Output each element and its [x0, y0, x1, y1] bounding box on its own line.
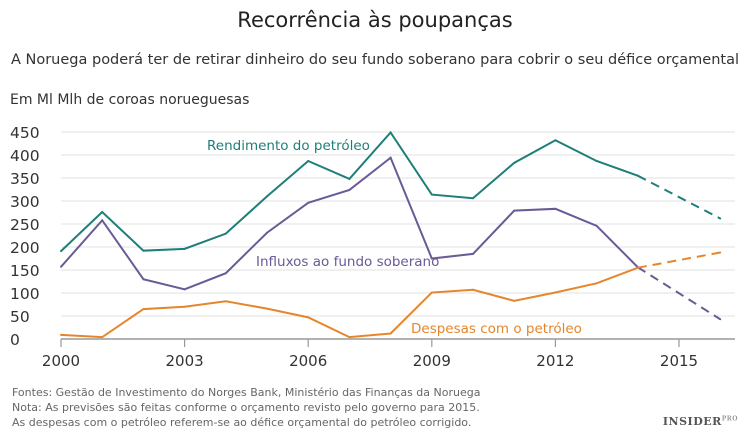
y-axis-label: Em Ml Mlh de coroas norueguesas: [10, 92, 250, 108]
x-tick-label: 2003: [166, 352, 204, 370]
data-point: [554, 291, 557, 294]
x-tick-label: 2000: [42, 352, 80, 370]
y-tick-label: 200: [10, 239, 40, 257]
x-tick-label: 2006: [289, 352, 327, 370]
data-point: [513, 161, 516, 164]
data-point: [101, 336, 104, 339]
x-tick-label: 2009: [413, 352, 451, 370]
data-point: [142, 249, 145, 252]
y-tick-label: 250: [10, 216, 40, 234]
data-point: [224, 272, 227, 275]
insider-pro-logo: INSIDERPRO: [662, 415, 738, 428]
data-point: [430, 291, 433, 294]
data-point: [266, 195, 268, 198]
data-point: [307, 159, 310, 162]
data-point: [719, 318, 722, 321]
series-label: Despesas com o petróleo: [411, 321, 582, 337]
y-tick-label: 350: [10, 170, 40, 188]
data-point: [142, 278, 145, 281]
data-point: [60, 250, 62, 253]
chart-title: Recorrência às poupanças: [237, 8, 513, 32]
data-point: [430, 193, 433, 196]
y-tick-label: 400: [10, 147, 40, 165]
data-point: [430, 257, 433, 260]
y-tick-label: 0: [10, 331, 20, 349]
data-point: [266, 231, 268, 234]
data-point: [636, 174, 639, 177]
data-point: [183, 288, 186, 291]
data-point: [472, 252, 474, 255]
data-point: [183, 305, 186, 308]
data-point: [183, 247, 186, 250]
footnote-note: Nota: As previsões são feitas conforme o…: [12, 401, 480, 414]
data-point: [389, 156, 392, 159]
data-point: [636, 266, 639, 269]
y-tick-label: 100: [10, 285, 40, 303]
series-forecast-line-2: [637, 251, 721, 269]
data-point: [266, 307, 268, 310]
data-point: [595, 224, 598, 227]
footnote-spending: As despesas com o petróleo referem-se ao…: [12, 416, 472, 429]
footnote-sources: Fontes: Gestão de Investimento do Norges…: [12, 386, 481, 399]
data-point: [348, 336, 351, 339]
data-point: [60, 333, 62, 336]
data-point: [472, 197, 474, 200]
data-point: [554, 207, 557, 210]
data-point: [60, 265, 62, 268]
data-point: [224, 300, 227, 303]
data-point: [513, 299, 516, 302]
data-point: [348, 177, 351, 180]
series-forecast-line-1: [637, 266, 721, 321]
y-tick-label: 150: [10, 262, 40, 280]
chart-subtitle: A Noruega poderá ter de retirar dinheiro…: [10, 52, 740, 68]
data-point: [595, 282, 598, 285]
data-point: [472, 288, 474, 291]
series-label: Influxos ao fundo soberano: [256, 254, 439, 270]
data-point: [389, 332, 392, 335]
y-tick-label: 50: [10, 308, 30, 326]
data-point: [101, 211, 104, 214]
series-label: Rendimento do petróleo: [207, 138, 370, 154]
data-point: [224, 232, 227, 235]
data-point: [513, 209, 516, 212]
data-point: [554, 139, 557, 142]
data-point: [101, 219, 104, 222]
data-point: [307, 316, 310, 319]
y-tick-label: 300: [10, 193, 40, 211]
x-tick-label: 2012: [536, 352, 574, 370]
series-forecast-line-0: [637, 174, 721, 220]
data-point: [719, 217, 722, 220]
data-point: [719, 251, 722, 254]
x-tick-label: 2015: [660, 352, 698, 370]
data-point: [595, 159, 598, 162]
data-point: [307, 201, 310, 204]
data-point: [348, 188, 351, 191]
y-tick-label: 450: [10, 124, 40, 142]
data-point: [142, 308, 145, 311]
data-point: [389, 131, 392, 134]
